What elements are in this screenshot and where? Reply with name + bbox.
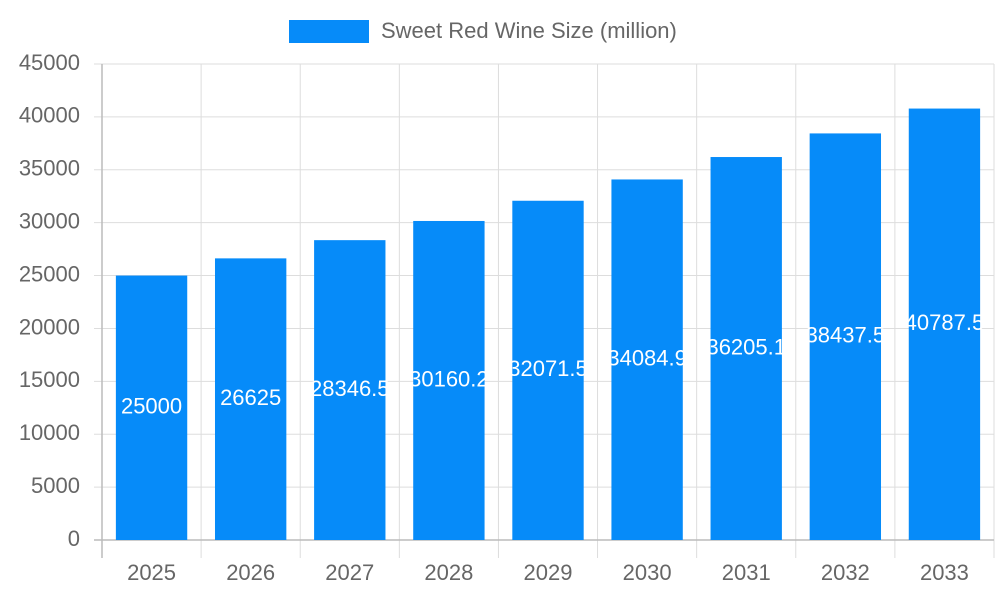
bar — [908, 108, 981, 540]
y-tick-label: 45000 — [19, 50, 80, 75]
bar — [809, 133, 882, 540]
bar — [115, 275, 188, 540]
x-tick-label: 2032 — [821, 560, 870, 585]
y-tick-label: 25000 — [19, 261, 80, 286]
bar — [512, 200, 584, 540]
x-tick-label: 2031 — [722, 560, 771, 585]
data-label: 30160.2 — [409, 366, 489, 391]
y-tick-label: 35000 — [19, 156, 80, 181]
data-label: 26625 — [220, 385, 281, 410]
legend-label: Sweet Red Wine Size (million) — [381, 18, 677, 43]
y-tick-label: 30000 — [19, 208, 80, 233]
x-tick-label: 2030 — [623, 560, 672, 585]
bar — [413, 220, 485, 540]
y-tick-label: 20000 — [19, 314, 80, 339]
data-label: 38437.5 — [806, 323, 886, 348]
y-tick-label: 10000 — [19, 420, 80, 445]
data-label: 36205.1 — [706, 334, 786, 359]
data-label: 25000 — [121, 394, 182, 419]
data-label: 40787.5 — [905, 310, 985, 335]
x-tick-label: 2027 — [325, 560, 374, 585]
data-label: 28346.5 — [310, 376, 390, 401]
x-tick-label: 2029 — [524, 560, 573, 585]
bar — [214, 258, 287, 540]
y-tick-label: 40000 — [19, 103, 80, 128]
data-label: 34084.9 — [607, 346, 687, 371]
y-tick-label: 5000 — [31, 473, 80, 498]
bar — [314, 240, 386, 540]
bar — [611, 179, 683, 540]
x-tick-label: 2026 — [226, 560, 275, 585]
y-tick-label: 15000 — [19, 367, 80, 392]
x-tick-label: 2025 — [127, 560, 176, 585]
bar — [710, 157, 782, 540]
legend-swatch — [289, 20, 369, 43]
data-label: 32071.5 — [508, 356, 588, 381]
x-tick-label: 2033 — [920, 560, 969, 585]
y-tick-label: 0 — [68, 526, 80, 551]
x-tick-label: 2028 — [424, 560, 473, 585]
